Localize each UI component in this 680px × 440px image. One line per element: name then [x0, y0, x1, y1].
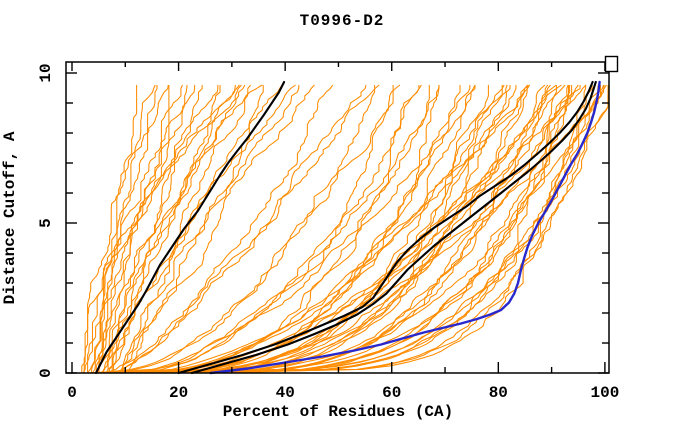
ensemble-curve — [111, 84, 246, 373]
ensemble-curve — [160, 85, 557, 374]
ensemble-curve — [97, 84, 240, 374]
series-highlight-black-left — [94, 80, 286, 375]
ensemble-curve — [161, 84, 531, 374]
ensemble-curve — [87, 84, 188, 373]
ensemble-curve — [92, 85, 420, 374]
ensemble-curve — [91, 84, 236, 373]
ensemble-curve — [119, 84, 296, 374]
ensemble-curve — [124, 84, 587, 374]
x-tick-label-0: 0 — [67, 384, 77, 402]
ensemble-curve — [105, 84, 263, 374]
ensemble-curve — [144, 85, 461, 374]
x-tick-label-100: 100 — [590, 384, 619, 402]
ensemble-curve — [121, 84, 566, 374]
y-tick-label-5: 5 — [37, 218, 55, 228]
ensemble-curve — [189, 85, 528, 374]
x-tick-label-80: 80 — [489, 384, 508, 402]
ensemble-curve — [95, 84, 183, 373]
ensemble-curve — [118, 84, 422, 374]
ensemble-curve — [106, 85, 221, 374]
ensemble-curve — [167, 85, 587, 374]
series-highlight-black-mid-1 — [177, 80, 594, 375]
series-highlight-black-mid-2 — [190, 80, 597, 375]
x-axis-label: Percent of Residues (CA) — [223, 403, 453, 421]
ensemble-curve — [181, 84, 581, 374]
tick-labels: 0 20 40 60 80 100 0 5 10 — [37, 63, 619, 402]
ensemble-curve — [106, 85, 503, 374]
ensemble-curve — [83, 84, 169, 373]
ensemble-curve — [207, 84, 605, 374]
ensemble-curve — [119, 84, 380, 374]
ensemble-curve — [98, 85, 219, 373]
ensemble-curve — [139, 85, 476, 374]
ensemble-curve — [133, 84, 530, 374]
ensemble-curve — [137, 85, 430, 374]
x-tick-label-40: 40 — [276, 384, 295, 402]
y-tick-label-0: 0 — [37, 368, 55, 378]
ensemble-curve — [91, 85, 170, 374]
x-tick-label-60: 60 — [382, 384, 401, 402]
y-axis-label: Distance Cutoff, A — [1, 131, 19, 304]
ensemble-curve — [121, 84, 300, 373]
ensemble-curve — [228, 85, 593, 374]
ensemble-curve — [98, 85, 376, 374]
ensemble-curve — [98, 85, 196, 373]
ensemble-curve — [100, 85, 203, 374]
ensemble-curve — [108, 84, 252, 373]
ensemble-curve — [222, 84, 569, 374]
ensemble-curve — [113, 84, 367, 374]
ensemble-curve — [191, 84, 549, 374]
ensemble-curves — [81, 84, 609, 374]
ensemble-curve — [212, 85, 517, 374]
ensemble-curve — [157, 84, 579, 374]
frame-rect — [65, 61, 610, 374]
y-tick-label-10: 10 — [37, 63, 55, 82]
highlight-curves — [94, 80, 601, 375]
ensemble-curve — [200, 85, 571, 374]
ensemble-curve — [171, 84, 557, 374]
ensemble-curve — [96, 84, 440, 374]
corner-notch — [604, 55, 619, 73]
ensemble-curve — [103, 84, 242, 373]
ensemble-curve — [170, 85, 570, 374]
ensemble-curve — [126, 84, 315, 374]
ensemble-curve — [112, 85, 264, 373]
ensemble-curve — [128, 85, 440, 374]
chart-title: T0996-D2 — [300, 12, 385, 30]
x-tick-label-20: 20 — [169, 384, 188, 402]
ensemble-curve — [175, 85, 602, 374]
ensemble-curve — [143, 85, 489, 374]
ensemble-curve — [108, 84, 401, 374]
series-best-model-blue — [209, 80, 601, 375]
ensemble-curve — [105, 84, 334, 374]
axis-ticks — [66, 62, 609, 374]
